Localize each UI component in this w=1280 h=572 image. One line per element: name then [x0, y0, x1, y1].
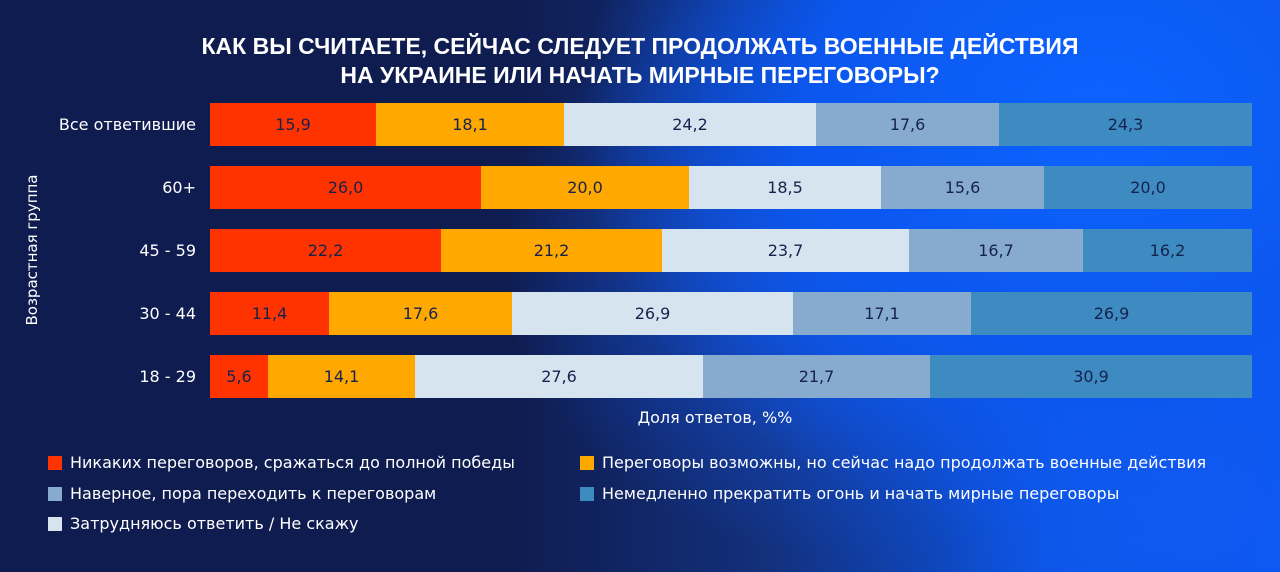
category-label: 18 - 29 — [139, 367, 196, 386]
data-label: 30,9 — [1073, 367, 1109, 386]
data-label: 26,9 — [1093, 304, 1130, 323]
legend-item: Переговоры возможны, но сейчас надо прод… — [580, 453, 1206, 472]
legend-label: Никаких переговоров, сражаться до полной… — [70, 453, 515, 472]
title-line-2: НА УКРАИНЕ ИЛИ НАЧАТЬ МИРНЫЕ ПЕРЕГОВОРЫ? — [340, 62, 940, 88]
data-label: 27,6 — [541, 367, 577, 386]
data-label: 23,7 — [767, 241, 804, 260]
data-label: 14,1 — [323, 367, 360, 386]
bar-segment: 16,2 — [1083, 229, 1252, 272]
chart-title: КАК ВЫ СЧИТАЕТЕ, СЕЙЧАС СЛЕДУЕТ ПРОДОЛЖА… — [0, 32, 1280, 90]
legend-item: Затрудняюсь ответить / Не скажу — [48, 514, 358, 533]
category-label: 45 - 59 — [139, 241, 196, 260]
bar-segment: 26,0 — [210, 166, 481, 209]
bar-segment: 17,1 — [793, 292, 971, 335]
data-label: 20,0 — [1130, 178, 1166, 197]
data-label: 24,3 — [1107, 115, 1144, 134]
data-label: 26,0 — [327, 178, 364, 197]
bar-segment: 17,6 — [329, 292, 512, 335]
data-label: 21,7 — [798, 367, 835, 386]
bar-segment: 14,1 — [268, 355, 415, 398]
bar-segment: 16,7 — [909, 229, 1083, 272]
data-label: 18,1 — [452, 115, 488, 134]
bar-segment: 30,9 — [930, 355, 1252, 398]
data-label: 17,1 — [864, 304, 900, 323]
bar-segment: 15,9 — [210, 103, 376, 146]
legend-label: Затрудняюсь ответить / Не скажу — [70, 514, 359, 533]
title-line-1: КАК ВЫ СЧИТАЕТЕ, СЕЙЧАС СЛЕДУЕТ ПРОДОЛЖА… — [201, 33, 1079, 59]
data-label: 20,0 — [567, 178, 603, 197]
legend-label: Переговоры возможны, но сейчас надо прод… — [602, 453, 1207, 472]
legend-swatch — [48, 486, 62, 501]
legend-swatch — [48, 455, 62, 470]
legend-item: Никаких переговоров, сражаться до полной… — [48, 453, 515, 472]
bar-segment: 18,1 — [376, 103, 564, 146]
bar-segment: 22,2 — [210, 229, 441, 272]
bar-segment: 18,5 — [689, 166, 881, 209]
bar-segment: 15,6 — [881, 166, 1044, 209]
legend-label: Наверное, пора переходить к переговорам — [70, 484, 437, 503]
bar-segment: 26,9 — [971, 292, 1252, 335]
data-label: 5,6 — [226, 367, 252, 386]
data-label: 17,6 — [402, 304, 439, 323]
bar-segment: 20,0 — [481, 166, 689, 209]
bar-segment: 5,6 — [210, 355, 268, 398]
bar-segment: 26,9 — [512, 292, 793, 335]
bar-segment: 17,6 — [816, 103, 999, 146]
data-label: 15,9 — [275, 115, 311, 134]
legend-swatch — [580, 455, 594, 470]
bar-segment: 23,7 — [662, 229, 909, 272]
legend-swatch — [48, 516, 62, 531]
data-label: 17,6 — [889, 115, 926, 134]
data-label: 22,2 — [307, 241, 344, 260]
data-label: 16,2 — [1149, 241, 1186, 260]
bar-segment: 11,4 — [210, 292, 329, 335]
data-label: 15,6 — [944, 178, 981, 197]
x-axis-label: Доля ответов, %% — [637, 408, 793, 427]
data-label: 24,2 — [672, 115, 708, 134]
legend-item: Немедленно прекратить огонь и начать мир… — [580, 484, 1119, 503]
data-label: 18,5 — [767, 178, 803, 197]
bar-segment: 21,2 — [441, 229, 662, 272]
data-label: 16,7 — [978, 241, 1014, 260]
category-label: 60+ — [162, 178, 196, 197]
data-label: 11,4 — [251, 304, 288, 323]
bar-segment: 27,6 — [415, 355, 703, 398]
legend-item: Наверное, пора переходить к переговорам — [48, 484, 436, 503]
category-label: Все ответившие — [58, 115, 196, 134]
data-label: 26,9 — [634, 304, 671, 323]
legend-label: Немедленно прекратить огонь и начать мир… — [602, 484, 1120, 503]
category-label: 30 - 44 — [139, 304, 196, 323]
bar-segment: 20,0 — [1044, 166, 1252, 209]
bar-segment: 24,2 — [564, 103, 816, 146]
data-label: 21,2 — [533, 241, 570, 260]
y-axis-label: Возрастная группа — [23, 174, 41, 326]
bar-segment: 21,7 — [703, 355, 930, 398]
legend-swatch — [580, 486, 594, 501]
bar-segment: 24,3 — [999, 103, 1252, 146]
